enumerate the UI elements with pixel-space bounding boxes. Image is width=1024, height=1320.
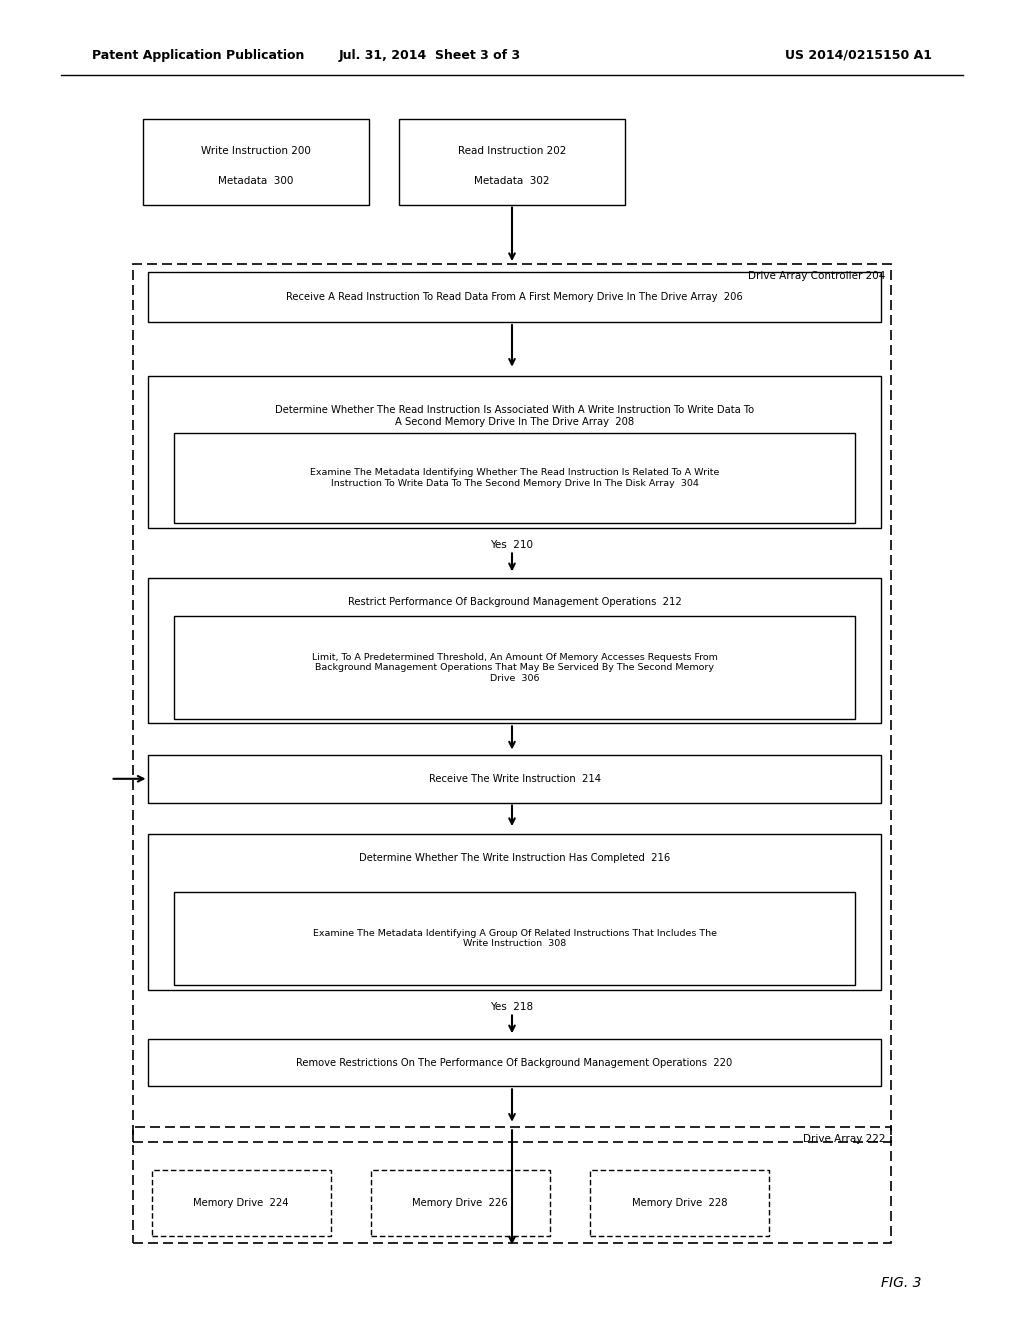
FancyBboxPatch shape [174, 616, 855, 719]
FancyBboxPatch shape [371, 1170, 550, 1236]
Text: Drive Array 222: Drive Array 222 [803, 1134, 886, 1144]
FancyBboxPatch shape [174, 433, 855, 523]
FancyBboxPatch shape [148, 578, 881, 723]
Text: Memory Drive  224: Memory Drive 224 [194, 1197, 289, 1208]
FancyBboxPatch shape [148, 755, 881, 803]
Text: Remove Restrictions On The Performance Of Background Management Operations  220: Remove Restrictions On The Performance O… [296, 1057, 733, 1068]
FancyBboxPatch shape [148, 834, 881, 990]
Text: Memory Drive  226: Memory Drive 226 [413, 1197, 508, 1208]
Text: Examine The Metadata Identifying A Group Of Related Instructions That Includes T: Examine The Metadata Identifying A Group… [312, 929, 717, 948]
FancyBboxPatch shape [174, 892, 855, 985]
FancyBboxPatch shape [143, 119, 369, 205]
Text: Restrict Performance Of Background Management Operations  212: Restrict Performance Of Background Manag… [348, 597, 681, 607]
Text: Metadata  300: Metadata 300 [218, 176, 294, 186]
Text: US 2014/0215150 A1: US 2014/0215150 A1 [784, 49, 932, 62]
Text: Receive The Write Instruction  214: Receive The Write Instruction 214 [429, 774, 600, 784]
Text: Drive Array Controller 204: Drive Array Controller 204 [749, 271, 886, 281]
Text: Limit, To A Predetermined Threshold, An Amount Of Memory Accesses Requests From
: Limit, To A Predetermined Threshold, An … [311, 653, 718, 682]
FancyBboxPatch shape [152, 1170, 331, 1236]
Text: Yes  210: Yes 210 [490, 540, 534, 550]
Text: Determine Whether The Read Instruction Is Associated With A Write Instruction To: Determine Whether The Read Instruction I… [275, 405, 754, 426]
Text: Patent Application Publication: Patent Application Publication [92, 49, 304, 62]
FancyBboxPatch shape [148, 1039, 881, 1086]
Text: Memory Drive  228: Memory Drive 228 [632, 1197, 727, 1208]
FancyBboxPatch shape [399, 119, 625, 205]
Text: Determine Whether The Write Instruction Has Completed  216: Determine Whether The Write Instruction … [359, 853, 670, 863]
FancyBboxPatch shape [148, 272, 881, 322]
Text: Yes  218: Yes 218 [490, 1002, 534, 1012]
Text: Metadata  302: Metadata 302 [474, 176, 550, 186]
Text: Write Instruction 200: Write Instruction 200 [201, 147, 311, 156]
Text: Jul. 31, 2014  Sheet 3 of 3: Jul. 31, 2014 Sheet 3 of 3 [339, 49, 521, 62]
Text: Receive A Read Instruction To Read Data From A First Memory Drive In The Drive A: Receive A Read Instruction To Read Data … [286, 292, 743, 302]
Text: Read Instruction 202: Read Instruction 202 [458, 147, 566, 156]
Text: FIG. 3: FIG. 3 [881, 1276, 922, 1290]
FancyBboxPatch shape [590, 1170, 769, 1236]
Text: Examine The Metadata Identifying Whether The Read Instruction Is Related To A Wr: Examine The Metadata Identifying Whether… [310, 469, 719, 487]
FancyBboxPatch shape [148, 376, 881, 528]
